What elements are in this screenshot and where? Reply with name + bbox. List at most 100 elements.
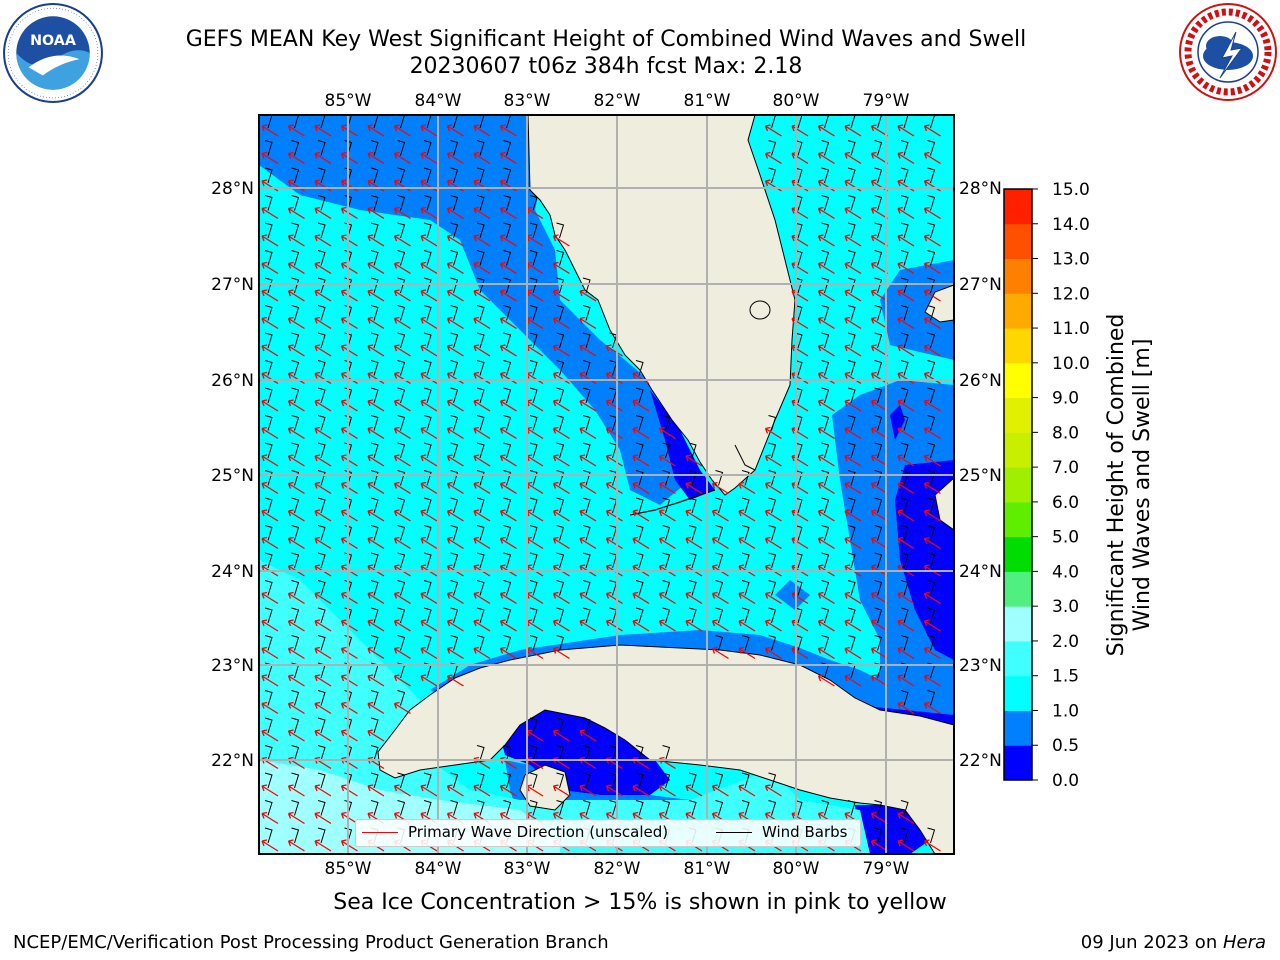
wind-barb: [291, 470, 300, 486]
wave-direction-arrow: [632, 619, 650, 632]
wave-direction-arrow: [446, 399, 464, 412]
wind-barb: [476, 497, 485, 514]
wind-barb: [529, 470, 538, 486]
wave-direction-arrow: [579, 729, 597, 742]
wind-barb: [662, 525, 671, 541]
wave-direction-arrow: [817, 344, 835, 357]
wave-direction-arrow: [473, 124, 491, 137]
wave-direction-arrow: [685, 536, 703, 550]
wave-direction-arrow: [552, 509, 570, 522]
colorbar-segment: [1004, 362, 1032, 399]
nws-logo: [1179, 3, 1277, 101]
wind-barb: [503, 250, 512, 266]
wave-direction-arrow: [393, 454, 411, 467]
wave-direction-arrow: [844, 179, 862, 192]
wind-barb: [874, 305, 883, 321]
wind-barb: [635, 552, 644, 569]
lat-tick-right: 23°N: [959, 656, 1002, 676]
wind-barb: [794, 580, 803, 596]
wave-direction-arrow: [473, 591, 491, 605]
band-2.0-3.0-low: [259, 560, 870, 854]
footer-date-text: 09 Jun 2023 on: [1080, 932, 1223, 953]
wave-direction-arrow: [393, 289, 411, 302]
wave-direction-arrow: [817, 454, 835, 467]
wind-barb: [768, 167, 777, 184]
wind-barb: [370, 360, 379, 376]
wave-direction-arrow: [685, 481, 703, 495]
wave-direction-arrow: [817, 371, 835, 385]
wind-barb: [850, 115, 856, 129]
wave-direction-arrow: [340, 674, 358, 687]
wind-barb: [529, 415, 538, 431]
wind-barb: [741, 525, 750, 541]
wind-barb: [715, 552, 724, 569]
colorbar-frame: [1003, 188, 1033, 781]
wind-barb: [821, 387, 830, 404]
wave-direction-arrow: [367, 536, 385, 550]
wave-direction-arrow: [287, 481, 305, 495]
wind-barb: [927, 470, 936, 486]
wave-direction-arrow: [923, 316, 941, 330]
wind-barb: [794, 415, 803, 431]
wind-barb: [794, 305, 803, 321]
wave-direction-arrow: [446, 179, 464, 192]
wave-direction-arrow: [446, 481, 464, 495]
wind-barb: [821, 552, 830, 569]
wave-direction-arrow: [552, 344, 570, 357]
wave-direction-arrow: [897, 619, 915, 632]
wave-direction-arrow: [420, 371, 438, 385]
wave-direction-arrow: [605, 536, 623, 550]
wave-direction-arrow: [923, 839, 941, 852]
wave-direction-arrow: [605, 399, 623, 412]
wind-barb: [450, 525, 459, 541]
wave-direction-arrow: [314, 701, 332, 715]
wind-barb: [264, 167, 273, 184]
wind-barb: [370, 525, 379, 541]
wave-direction-arrow: [393, 124, 411, 137]
wind-barb: [476, 387, 485, 404]
wind-barb: [821, 442, 830, 459]
colorbar-tick-label: 10.0: [1052, 354, 1090, 374]
wave-direction-arrow: [499, 454, 517, 467]
wind-barb: [370, 635, 379, 651]
wind-barb: [450, 800, 459, 816]
wave-direction-arrow: [340, 316, 358, 330]
wave-direction-arrow: [287, 646, 305, 660]
wind-barb: [503, 140, 512, 156]
wave-direction-arrow: [844, 289, 862, 302]
wave-direction-arrow: [340, 811, 358, 825]
wave-direction-arrow: [923, 591, 941, 605]
wind-barb: [556, 525, 565, 541]
wind-barb: [768, 140, 777, 156]
wave-direction-arrow: [738, 646, 756, 660]
wind-barb: [476, 222, 485, 239]
lon-tick-bottom: 79°W: [863, 859, 910, 879]
wind-barb: [291, 690, 300, 706]
wave-direction-arrow: [817, 536, 835, 550]
wave-direction-arrow: [897, 426, 915, 440]
wave-direction-arrow: [711, 646, 729, 660]
wind-barb: [264, 635, 273, 651]
wave-direction-arrow: [844, 619, 862, 632]
wave-direction-arrow: [658, 591, 676, 605]
wind-barb: [715, 497, 724, 514]
wave-direction-arrow: [314, 289, 332, 302]
wave-direction-arrow: [685, 784, 703, 797]
wave-direction-arrow: [870, 289, 888, 302]
wind-barb: [423, 607, 432, 624]
lon-tick-top: 79°W: [863, 91, 910, 111]
wave-direction-arrow: [261, 674, 279, 687]
wind-barb: [317, 195, 326, 211]
wind-barb: [794, 332, 803, 349]
wave-direction-arrow: [287, 371, 305, 385]
wind-barb: [317, 277, 326, 294]
wave-direction-arrow: [420, 646, 438, 660]
wave-direction-arrow: [579, 426, 597, 440]
colorbar-tick-label: 7.0: [1052, 458, 1079, 478]
wave-direction-arrow: [870, 316, 888, 330]
wind-barb: [821, 415, 830, 431]
wind-barb: [847, 167, 856, 184]
wind-barb: [529, 195, 538, 211]
wind-barb: [267, 115, 273, 129]
wind-barb: [450, 607, 459, 624]
